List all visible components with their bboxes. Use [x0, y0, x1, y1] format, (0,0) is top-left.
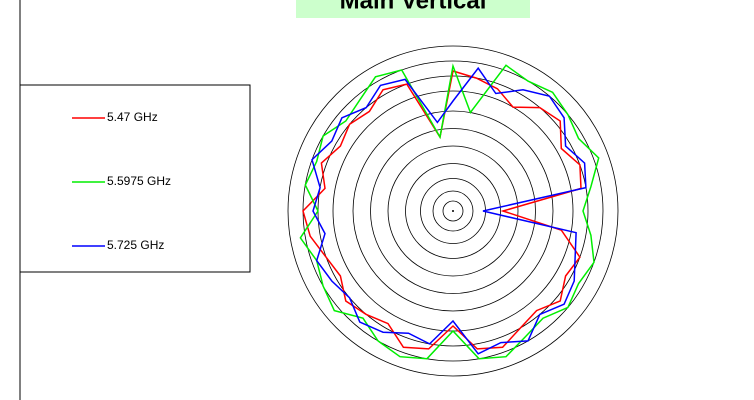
grid-ring	[432, 190, 474, 232]
legend-label: 5.47 GHz	[107, 110, 158, 124]
legend-label: 5.5975 GHz	[107, 174, 171, 188]
title-box	[296, 0, 530, 18]
grid-ring	[405, 163, 501, 259]
series-line	[311, 66, 587, 355]
series-line	[302, 70, 582, 350]
center-dot	[452, 210, 454, 212]
series-line	[299, 63, 600, 360]
grid-ring	[352, 110, 554, 312]
legend-box	[19, 84, 251, 273]
grid-ring	[287, 45, 619, 377]
grid-ring	[370, 128, 536, 294]
legend-label: 5.725 GHz	[107, 238, 164, 252]
grid-ring	[387, 145, 519, 277]
grid-ring	[442, 200, 464, 222]
chart-title: Main Vertical	[340, 0, 487, 14]
